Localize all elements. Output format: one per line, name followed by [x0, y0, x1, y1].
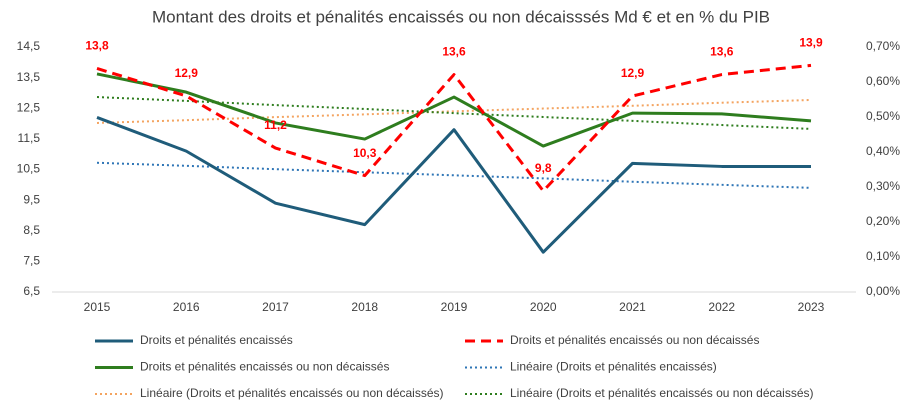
x-tick-label: 2019 [441, 300, 468, 314]
data-label: 10,3 [353, 146, 377, 160]
data-label: 12,9 [621, 66, 645, 80]
y-tick-label: 6,5 [23, 284, 40, 298]
data-label: 11,2 [264, 118, 287, 132]
series-line [96, 63, 812, 193]
data-label: 12,9 [175, 66, 199, 80]
y-tick-label: 12,5 [17, 100, 41, 114]
y-tick-label: 14,5 [17, 39, 41, 53]
data-label: 13,9 [799, 36, 823, 50]
data-label: 13,8 [85, 39, 109, 53]
y2-tick-label: 0,60% [866, 74, 900, 88]
legend-label: Linéaire (Droits et pénalités encaissés … [510, 386, 814, 400]
x-tick-label: 2017 [262, 300, 289, 314]
x-tick-label: 2016 [173, 300, 200, 314]
legend-label: Linéaire (Droits et pénalités encaissés … [140, 386, 444, 400]
legend-label: Droits et pénalités encaissés ou non déc… [140, 360, 389, 374]
series-line [96, 116, 811, 254]
y2-tick-label: 0,00% [866, 284, 900, 298]
x-tick-label: 2023 [798, 300, 825, 314]
y-tick-label: 10,5 [17, 162, 41, 176]
y2-tick-label: 0,20% [866, 214, 900, 228]
y2-tick-label: 0,30% [866, 179, 900, 193]
legend-label: Droits et pénalités encaissés ou non déc… [510, 333, 759, 347]
data-label: 13,6 [442, 45, 466, 59]
y-tick-label: 8,5 [23, 223, 40, 237]
y2-tick-label: 0,10% [866, 249, 900, 263]
x-tick-label: 2015 [84, 300, 111, 314]
series-line [96, 72, 812, 148]
series-line [96, 98, 812, 124]
x-tick-label: 2020 [530, 300, 557, 314]
x-tick-label: 2018 [351, 300, 378, 314]
data-label: 13,6 [710, 45, 734, 59]
chart-title: Montant des droits et pénalités encaissé… [152, 7, 770, 26]
series-line [96, 96, 812, 130]
y-tick-label: 9,5 [23, 192, 40, 206]
y2-tick-label: 0,50% [866, 109, 900, 123]
y2-tick-label: 0,70% [866, 39, 900, 53]
y-tick-label: 13,5 [17, 70, 41, 84]
x-tick-label: 2021 [619, 300, 646, 314]
y-tick-label: 7,5 [23, 254, 40, 268]
legend-label: Linéaire (Droits et pénalités encaissés) [510, 360, 717, 374]
data-label: 9,8 [535, 161, 552, 175]
x-tick-label: 2022 [708, 300, 735, 314]
series-line [96, 161, 812, 189]
legend-label: Droits et pénalités encaissés [140, 333, 293, 347]
y2-tick-label: 0,40% [866, 144, 900, 158]
y-tick-label: 11,5 [18, 131, 41, 145]
